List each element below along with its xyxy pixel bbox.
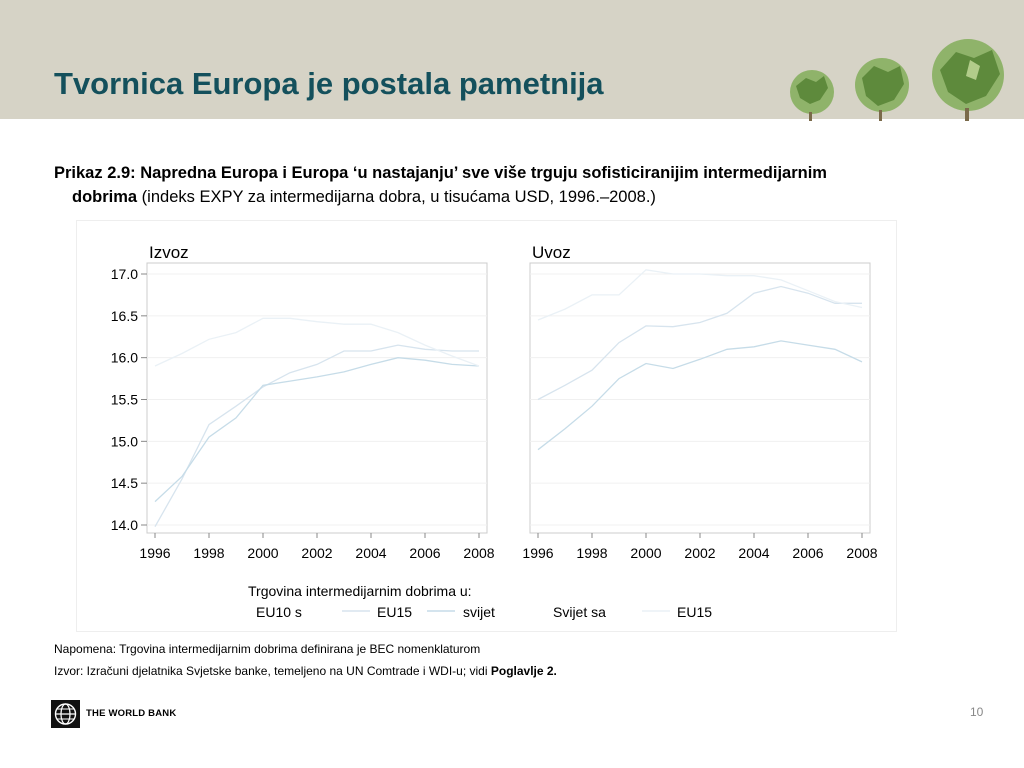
globe-large-icon [932, 39, 1004, 121]
panel-title: Izvoz [149, 243, 189, 262]
y-tick-label: 17.0 [111, 266, 138, 282]
slide-header [0, 0, 1024, 119]
x-tick-label: 2006 [792, 545, 823, 561]
plot-area-0 [146, 262, 488, 534]
x-tick-label: 2000 [630, 545, 661, 561]
world-bank-logo-text: THE WORLD BANK [86, 708, 177, 719]
legend-label: EU15 [677, 604, 712, 620]
x-tick-label: 1996 [522, 545, 553, 561]
world-bank-logo-icon [51, 700, 80, 728]
x-tick-label: 1998 [193, 545, 224, 561]
x-tick-label: 2004 [738, 545, 769, 561]
x-tick-label: 2008 [846, 545, 877, 561]
series-line [537, 269, 863, 321]
source-text: Izvor: Izračuni djelatnika Svjetske bank… [54, 664, 491, 678]
x-tick-label: 1998 [576, 545, 607, 561]
panel-title: Uvoz [532, 243, 571, 262]
page-number: 10 [970, 705, 984, 719]
y-tick-label: 15.5 [111, 392, 138, 408]
legend-title: Trgovina intermedijarnim dobrima u: [248, 583, 472, 599]
figure-caption: Prikaz 2.9: Napredna Europa i Europa ‘u … [54, 161, 994, 209]
caption-subtitle: (indeks EXPY za intermedijarna dobra, u … [137, 188, 656, 206]
legend-label: EU15 [377, 604, 412, 620]
x-tick-label: 2006 [409, 545, 440, 561]
series-line [154, 317, 480, 367]
globe-small-icon [790, 70, 834, 121]
caption-title-cont: dobrima [72, 188, 138, 206]
x-tick-label: 1996 [139, 545, 170, 561]
chart-frame [76, 220, 897, 632]
series-line [537, 340, 863, 451]
series-line [154, 344, 479, 528]
chart-source: Izvor: Izračuni djelatnika Svjetske bank… [54, 664, 557, 678]
x-tick-label: 2000 [247, 545, 278, 561]
legend-label: svijet [463, 604, 495, 620]
x-tick-label: 2008 [463, 545, 494, 561]
plot-area-1 [529, 262, 871, 534]
y-tick-label: 16.5 [111, 308, 138, 324]
x-tick-label: 2002 [684, 545, 715, 561]
y-tick-label: 14.0 [111, 517, 138, 533]
slide-title: Tvornica Europa je postala pametnija [54, 66, 604, 101]
legend-label: Svijet sa [553, 604, 606, 620]
series-line [537, 285, 862, 401]
x-tick-label: 2002 [301, 545, 332, 561]
source-chapter-link[interactable]: Poglavlje 2. [490, 664, 557, 678]
y-tick-label: 14.5 [111, 475, 138, 491]
europe-globes-logo [790, 39, 1004, 121]
chart-note: Napomena: Trgovina intermedijarnim dobri… [54, 642, 481, 656]
y-tick-label: 15.0 [111, 433, 138, 449]
caption-title: Prikaz 2.9: Napredna Europa i Europa ‘u … [54, 164, 827, 182]
y-tick-label: 16.0 [111, 350, 138, 366]
x-tick-label: 2004 [355, 545, 386, 561]
series-line [154, 357, 480, 503]
legend-label: EU10 s [256, 604, 302, 620]
globe-medium-icon [855, 58, 909, 121]
